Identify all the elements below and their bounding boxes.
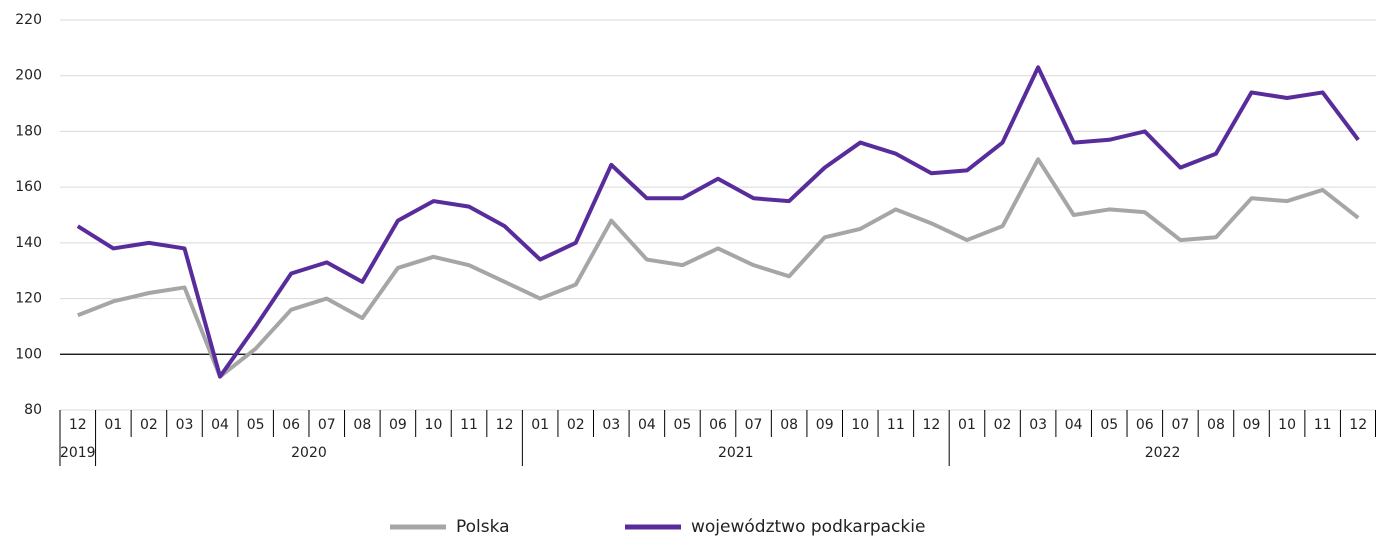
x-tick-label: 09 bbox=[1243, 417, 1261, 433]
x-tick-label: 10 bbox=[425, 417, 443, 433]
x-tick-label: 04 bbox=[211, 417, 229, 433]
x-group-label: 2019 bbox=[60, 445, 96, 461]
x-tick-label: 01 bbox=[958, 417, 976, 433]
x-tick-label: 10 bbox=[1278, 417, 1296, 433]
x-tick-label: 11 bbox=[1314, 417, 1332, 433]
x-tick-label: 07 bbox=[745, 417, 763, 433]
x-tick-label: 06 bbox=[709, 417, 727, 433]
x-tick-label: 12 bbox=[1349, 417, 1367, 433]
y-tick-label: 200 bbox=[15, 68, 42, 84]
x-tick-label: 01 bbox=[104, 417, 122, 433]
y-tick-label: 180 bbox=[15, 123, 42, 139]
x-tick-label: 03 bbox=[176, 417, 194, 433]
x-tick-label: 11 bbox=[460, 417, 478, 433]
legend: Polska województwo podkarpackie bbox=[390, 517, 925, 537]
legend-label: Polska bbox=[456, 517, 510, 537]
x-tick-label: 06 bbox=[282, 417, 300, 433]
x-tick-label: 04 bbox=[1065, 417, 1083, 433]
y-tick-label: 120 bbox=[15, 291, 42, 307]
y-tick-label: 100 bbox=[15, 346, 42, 362]
x-tick-label: 12 bbox=[69, 417, 87, 433]
x-tick-label: 02 bbox=[994, 417, 1012, 433]
x-tick-label: 04 bbox=[638, 417, 656, 433]
x-tick-label: 01 bbox=[531, 417, 549, 433]
y-tick-label: 160 bbox=[15, 179, 42, 195]
x-tick-label: 11 bbox=[887, 417, 905, 433]
x-group-label: 2022 bbox=[1145, 445, 1181, 461]
x-tick-label: 10 bbox=[851, 417, 869, 433]
x-tick-label: 03 bbox=[1029, 417, 1047, 433]
x-tick-label: 02 bbox=[140, 417, 158, 433]
x-group-label: 2021 bbox=[718, 445, 754, 461]
x-group-label: 2020 bbox=[291, 445, 327, 461]
x-tick-label: 08 bbox=[1207, 417, 1225, 433]
series-line bbox=[77, 157, 1360, 379]
y-tick-label: 220 bbox=[15, 12, 42, 28]
series-line bbox=[76, 65, 1360, 379]
x-tick-label: 05 bbox=[1100, 417, 1118, 433]
y-tick-label: 80 bbox=[24, 402, 42, 418]
x-tick-label: 08 bbox=[780, 417, 798, 433]
x-tick-label: 09 bbox=[389, 417, 407, 433]
x-tick-label: 09 bbox=[816, 417, 834, 433]
x-tick-label: 12 bbox=[496, 417, 514, 433]
x-tick-label: 02 bbox=[567, 417, 585, 433]
x-tick-label: 05 bbox=[674, 417, 692, 433]
legend-label: województwo podkarpackie bbox=[691, 517, 925, 537]
x-tick-label: 07 bbox=[318, 417, 336, 433]
x-tick-label: 12 bbox=[922, 417, 940, 433]
y-tick-label: 140 bbox=[15, 235, 42, 251]
x-tick-label: 07 bbox=[1171, 417, 1189, 433]
x-tick-label: 03 bbox=[602, 417, 620, 433]
x-tick-label: 06 bbox=[1136, 417, 1154, 433]
x-tick-label: 08 bbox=[353, 417, 371, 433]
x-tick-label: 05 bbox=[247, 417, 265, 433]
